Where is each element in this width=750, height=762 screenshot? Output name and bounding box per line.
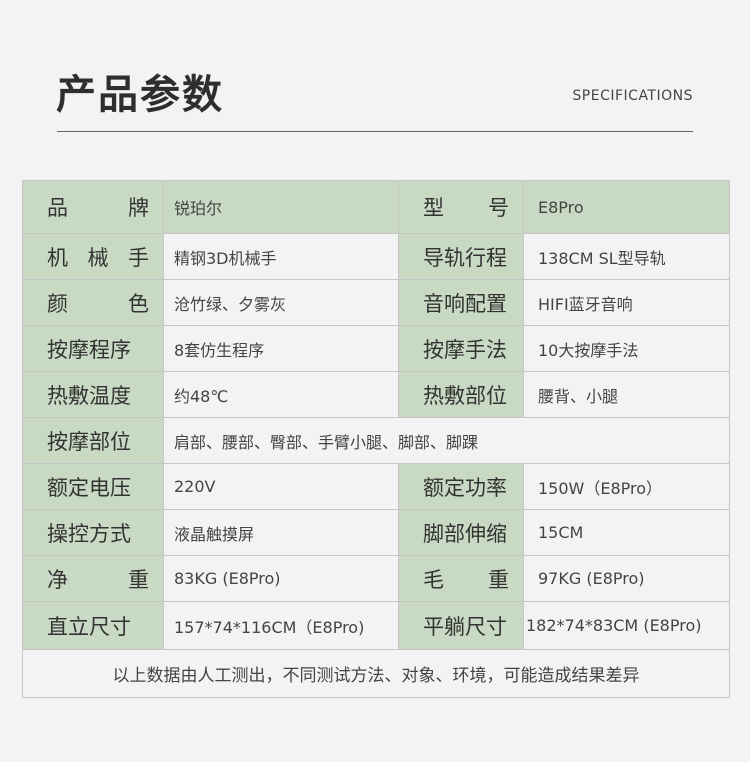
spec-value: 138CM SL型导轨 xyxy=(523,233,730,280)
spec-value: 220V xyxy=(163,463,399,510)
spec-value: HIFI蓝牙音响 xyxy=(523,279,730,326)
spec-row: 净重 83KG (E8Pro) 毛重 97KG (E8Pro) xyxy=(22,555,730,602)
spec-label: 直立尺寸 xyxy=(22,601,164,650)
spec-value: 83KG (E8Pro) xyxy=(163,555,399,602)
spec-label: 毛重 xyxy=(398,555,524,602)
spec-value: 沧竹绿、夕雾灰 xyxy=(163,279,399,326)
spec-label-text: 品 xyxy=(47,196,68,220)
spec-label-text: 色 xyxy=(128,291,149,316)
spec-value: 液晶触摸屏 xyxy=(163,509,399,556)
spec-label: 脚部伸缩 xyxy=(398,509,524,556)
spec-row: 按摩部位 肩部、腰部、臀部、手臂小腿、脚部、脚踝 xyxy=(22,417,730,464)
spec-label-text: 机 xyxy=(47,245,68,270)
spec-value: 精钢3D机械手 xyxy=(163,233,399,280)
spec-value: 182*74*83CM (E8Pro) xyxy=(523,601,730,650)
spec-label: 额定功率 xyxy=(398,463,524,510)
spec-value: 锐珀尔 xyxy=(163,180,399,234)
divider xyxy=(57,131,693,132)
note-row: 以上数据由人工测出，不同测试方法、对象、环境，可能造成结果差异 xyxy=(22,649,730,698)
spec-label-text: 手 xyxy=(128,245,149,270)
spec-label-text: 按摩手法 xyxy=(423,337,507,362)
spec-label: 平躺尺寸 xyxy=(398,601,524,650)
spec-value: 97KG (E8Pro) xyxy=(523,555,730,602)
spec-label: 导轨行程 xyxy=(398,233,524,280)
spec-label-text: 平躺尺寸 xyxy=(423,614,507,639)
spec-label: 操控方式 xyxy=(22,509,164,556)
spec-row: 品牌锐珀尔型号 E8Pro xyxy=(22,180,730,234)
disclaimer-note: 以上数据由人工测出，不同测试方法、对象、环境，可能造成结果差异 xyxy=(22,649,730,698)
spec-label-text: 音响配置 xyxy=(423,291,507,316)
spec-label: 机械手 xyxy=(22,233,164,280)
spec-label-text: 热敷温度 xyxy=(47,383,131,408)
spec-label: 型号 xyxy=(398,180,524,234)
spec-value: 15CM xyxy=(523,509,730,556)
spec-value: 10大按摩手法 xyxy=(523,325,730,372)
spec-label-text: 重 xyxy=(488,567,509,592)
spec-row: 额定电压 220V 额定功率 150W（E8Pro） xyxy=(22,463,730,510)
spec-label-text: 型 xyxy=(423,196,444,220)
spec-label-text: 导轨行程 xyxy=(423,245,507,270)
spec-value: 150W（E8Pro） xyxy=(523,463,730,510)
spec-label-text: 按摩部位 xyxy=(47,429,131,454)
spec-label-text: 额定功率 xyxy=(423,475,507,500)
spec-label: 颜色 xyxy=(22,279,164,326)
spec-label: 额定电压 xyxy=(22,463,164,510)
spec-value: 8套仿生程序 xyxy=(163,325,399,372)
spec-value: 157*74*116CM（E8Pro) xyxy=(163,601,399,650)
spec-label: 热敷部位 xyxy=(398,371,524,418)
spec-label: 热敷温度 xyxy=(22,371,164,418)
spec-label-text: 额定电压 xyxy=(47,475,131,500)
spec-value: 腰背、小腿 xyxy=(523,371,730,418)
spec-row: 热敷温度 约48℃ 热敷部位 腰背、小腿 xyxy=(22,371,730,418)
spec-label: 按摩程序 xyxy=(22,325,164,372)
spec-label-text: 操控方式 xyxy=(47,521,131,546)
spec-label: 净重 xyxy=(22,555,164,602)
spec-label: 按摩手法 xyxy=(398,325,524,372)
spec-row: 颜色沧竹绿、夕雾灰 音响配置 HIFI蓝牙音响 xyxy=(22,279,730,326)
spec-label-text: 按摩程序 xyxy=(47,337,131,362)
spec-label-text: 脚部伸缩 xyxy=(423,521,507,546)
spec-label-text: 牌 xyxy=(128,196,149,220)
spec-row: 直立尺寸 157*74*116CM（E8Pro) 平躺尺寸 182*74*83CM (… xyxy=(22,601,730,650)
spec-row: 机械手精钢3D机械手 导轨行程 138CM SL型导轨 xyxy=(22,233,730,280)
spec-label: 品牌 xyxy=(22,180,164,234)
spec-row: 按摩程序 8套仿生程序 按摩手法 10大按摩手法 xyxy=(22,325,730,372)
spec-label-text: 净 xyxy=(47,567,68,592)
page-title: 产品参数 xyxy=(56,72,224,118)
spec-label: 按摩部位 xyxy=(22,417,164,464)
spec-label-text: 械 xyxy=(87,245,109,270)
spec-label-text: 重 xyxy=(128,567,149,592)
spec-value: 约48℃ xyxy=(163,371,399,418)
spec-label-text: 毛 xyxy=(423,567,444,592)
spec-table: 品牌锐珀尔型号 E8Pro 机械手精钢3D机械手 导轨行程 138CM SL型导轨颜色沧… xyxy=(22,180,730,698)
page-subtitle: SPECIFICATIONS xyxy=(572,88,693,104)
spec-label: 音响配置 xyxy=(398,279,524,326)
spec-label-text: 号 xyxy=(488,196,509,220)
spec-value: E8Pro xyxy=(523,180,730,234)
spec-value: 肩部、腰部、臀部、手臂小腿、脚部、脚踝 xyxy=(163,417,730,464)
spec-label-text: 热敷部位 xyxy=(423,383,507,408)
spec-label-text: 颜 xyxy=(47,291,68,316)
spec-label-text: 直立尺寸 xyxy=(47,614,131,639)
spec-row: 操控方式 液晶触摸屏 脚部伸缩 15CM xyxy=(22,509,730,556)
